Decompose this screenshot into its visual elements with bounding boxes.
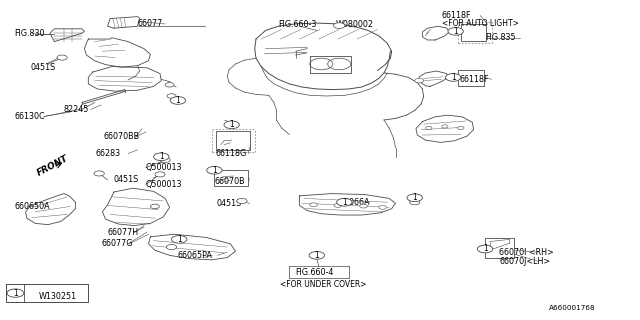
Text: FIG.660-3: FIG.660-3 xyxy=(278,20,316,29)
Text: 66130C: 66130C xyxy=(14,112,45,121)
Bar xyxy=(214,170,248,186)
Circle shape xyxy=(166,244,177,250)
Bar xyxy=(216,131,250,150)
Text: Q500013: Q500013 xyxy=(146,163,182,172)
Text: 66066A: 66066A xyxy=(339,198,370,207)
Circle shape xyxy=(333,23,345,28)
Circle shape xyxy=(172,236,187,243)
Text: Q500013: Q500013 xyxy=(146,180,182,189)
Text: W080002: W080002 xyxy=(335,20,373,29)
Circle shape xyxy=(207,166,222,174)
Text: 0451S: 0451S xyxy=(31,63,56,72)
Bar xyxy=(485,238,514,258)
Circle shape xyxy=(57,55,67,60)
Text: FIG.830: FIG.830 xyxy=(14,29,45,38)
Text: <FOR UNDER COVER>: <FOR UNDER COVER> xyxy=(280,280,367,289)
Circle shape xyxy=(167,94,176,98)
Circle shape xyxy=(448,28,463,35)
Text: 66077: 66077 xyxy=(138,20,163,28)
Circle shape xyxy=(170,97,186,104)
Text: 66070I <RH>: 66070I <RH> xyxy=(499,248,554,257)
Text: 1: 1 xyxy=(13,289,18,298)
Circle shape xyxy=(445,74,461,81)
Circle shape xyxy=(379,205,387,209)
Text: FIG.835: FIG.835 xyxy=(485,33,516,42)
Circle shape xyxy=(154,153,169,161)
Text: <FOR AUTO LIGHT>: <FOR AUTO LIGHT> xyxy=(442,19,518,28)
Circle shape xyxy=(7,289,24,297)
Circle shape xyxy=(94,171,104,176)
Text: 0451S: 0451S xyxy=(114,175,139,184)
Circle shape xyxy=(165,83,174,87)
Circle shape xyxy=(155,172,165,177)
Text: W130251: W130251 xyxy=(38,292,77,301)
Text: 66118F: 66118F xyxy=(442,11,471,20)
Circle shape xyxy=(310,203,317,207)
Circle shape xyxy=(334,204,342,207)
Text: 1: 1 xyxy=(451,73,456,82)
Circle shape xyxy=(426,126,432,130)
Text: 660650A: 660650A xyxy=(14,202,50,211)
Text: 1: 1 xyxy=(412,193,417,202)
Text: A660001768: A660001768 xyxy=(549,305,596,311)
Text: 1: 1 xyxy=(212,166,217,175)
Text: 66070J<LH>: 66070J<LH> xyxy=(499,257,550,266)
Text: 1: 1 xyxy=(483,244,488,253)
Circle shape xyxy=(237,198,247,204)
Text: 1: 1 xyxy=(314,251,319,260)
Text: 1: 1 xyxy=(177,235,182,244)
Circle shape xyxy=(477,245,493,253)
Text: 1: 1 xyxy=(229,120,234,129)
Text: 66070B: 66070B xyxy=(214,177,245,186)
Text: 66070BB: 66070BB xyxy=(104,132,140,141)
Bar xyxy=(6,284,88,302)
Circle shape xyxy=(160,157,170,163)
Text: 1: 1 xyxy=(342,198,347,207)
Text: 0451S: 0451S xyxy=(216,199,241,208)
Circle shape xyxy=(458,126,464,130)
Text: FIG.660-4: FIG.660-4 xyxy=(296,268,334,277)
Circle shape xyxy=(407,194,422,202)
Circle shape xyxy=(442,125,448,128)
Circle shape xyxy=(150,204,159,209)
Circle shape xyxy=(410,200,420,205)
Text: 66118F: 66118F xyxy=(460,75,489,84)
Text: 1: 1 xyxy=(453,27,458,36)
Bar xyxy=(461,24,486,41)
Text: 66077H: 66077H xyxy=(108,228,139,237)
Text: FRONT: FRONT xyxy=(35,154,70,178)
Circle shape xyxy=(360,204,367,208)
Circle shape xyxy=(415,78,424,83)
Text: 66283: 66283 xyxy=(96,149,121,158)
Text: 66077G: 66077G xyxy=(101,239,132,248)
Text: 66065PA: 66065PA xyxy=(178,251,212,260)
Text: 82245: 82245 xyxy=(64,105,90,114)
Bar xyxy=(458,70,484,86)
Text: 1: 1 xyxy=(159,152,164,161)
Text: 66118G: 66118G xyxy=(215,149,246,158)
Circle shape xyxy=(309,252,324,259)
Circle shape xyxy=(337,198,352,206)
Text: 1: 1 xyxy=(175,96,180,105)
Circle shape xyxy=(224,121,239,129)
